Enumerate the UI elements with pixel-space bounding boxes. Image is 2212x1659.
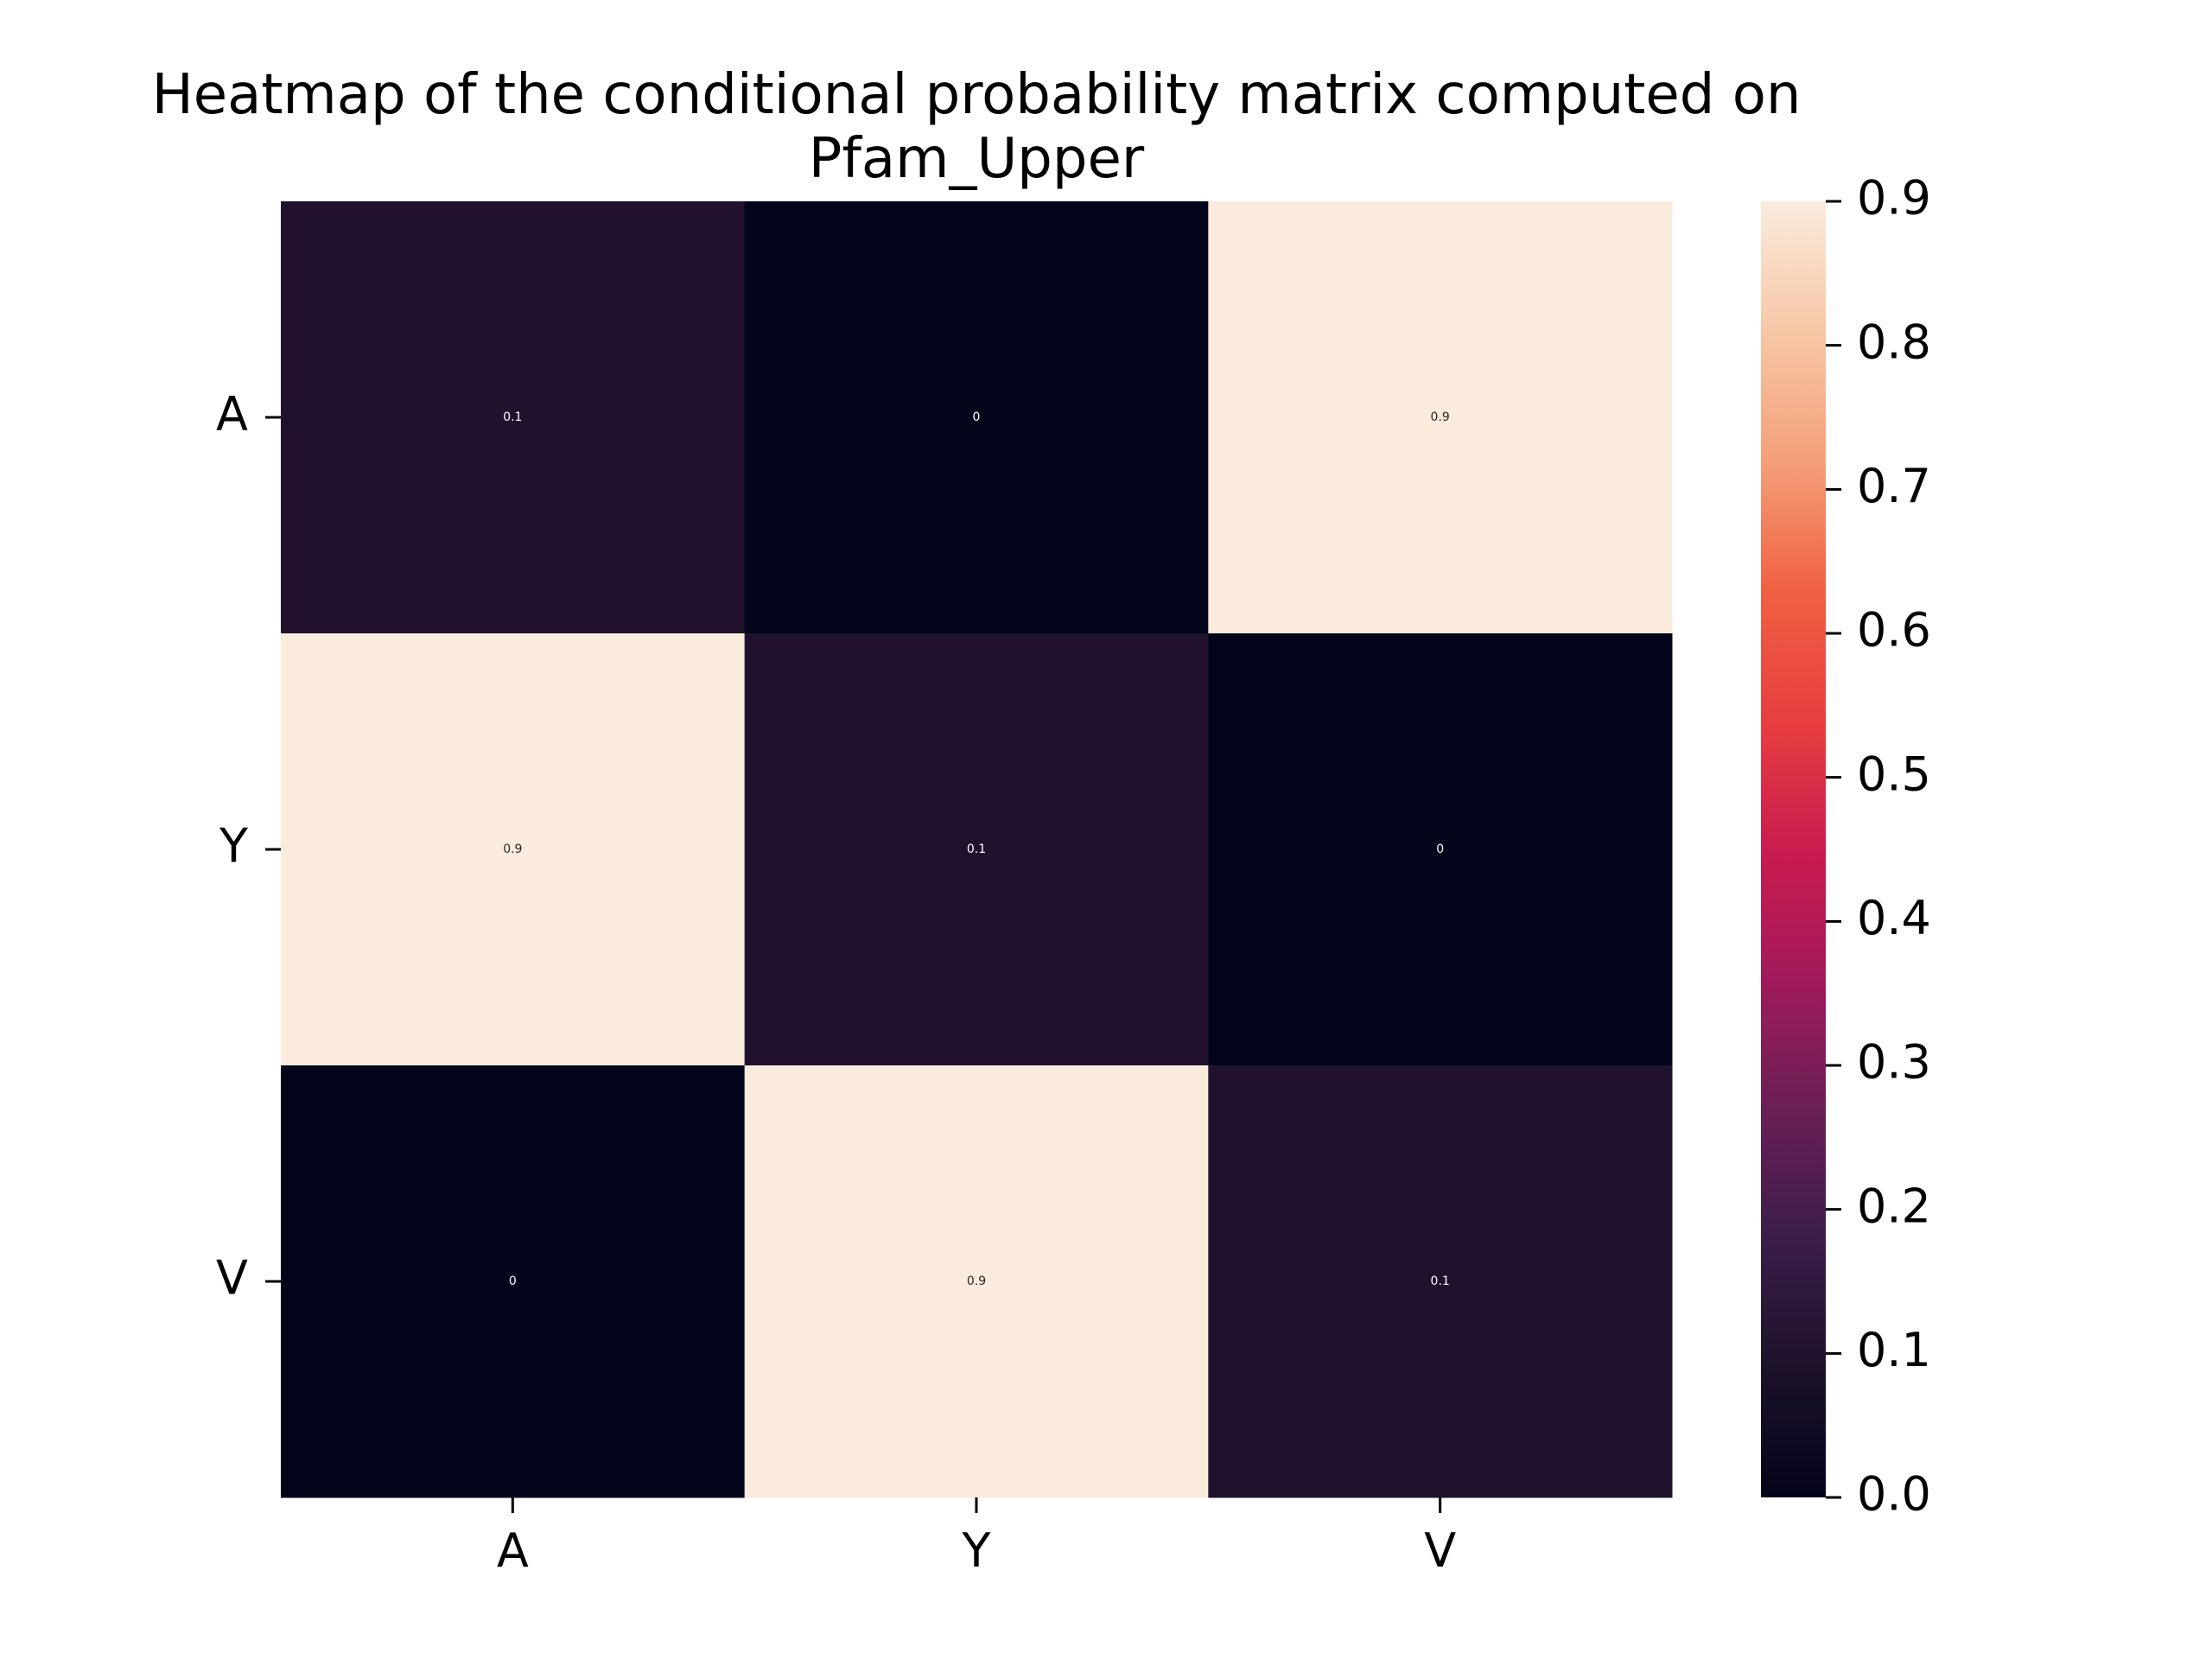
y-tick-label: A <box>216 387 248 442</box>
heatmap-cell <box>1208 1065 1673 1498</box>
heatmap-cell <box>744 633 1209 1066</box>
heatmap-cell <box>281 201 746 634</box>
cell-annotation: 0 <box>509 1274 517 1288</box>
chart-title-line-2: Pfam_Upper <box>808 127 1145 191</box>
x-tick-label: V <box>1424 1523 1456 1578</box>
heatmap-cell <box>744 1065 1209 1498</box>
x-tick-label: A <box>497 1523 529 1578</box>
chart-title-line-1: Heatmap of the conditional probability m… <box>151 63 1802 127</box>
y-tick-label: V <box>216 1251 248 1306</box>
heatmap-cell <box>1208 633 1673 1066</box>
colorbar-tick-label: 0.6 <box>1857 603 1931 658</box>
colorbar-tick-label: 0.8 <box>1857 315 1931 369</box>
colorbar-tick-label: 0.4 <box>1857 891 1931 945</box>
colorbar-tick-label: 0.0 <box>1857 1467 1931 1522</box>
heatmap-cell <box>1208 201 1673 634</box>
cell-annotation: 0.1 <box>503 410 522 424</box>
cell-annotation: 0.1 <box>967 842 986 856</box>
cell-annotation: 0.9 <box>1431 410 1450 424</box>
x-tick-label: Y <box>962 1523 992 1578</box>
heatmap-cell <box>281 1065 746 1498</box>
cell-annotation: 0.1 <box>1431 1274 1450 1288</box>
heatmap-cell <box>281 633 746 1066</box>
cell-annotation: 0.9 <box>503 842 522 856</box>
colorbar-tick-label: 0.5 <box>1857 747 1931 801</box>
colorbar-tick-label: 0.1 <box>1857 1323 1931 1377</box>
colorbar <box>1761 201 1826 1497</box>
cell-annotation: 0 <box>1436 842 1444 856</box>
cell-annotation: 0 <box>973 410 981 424</box>
heatmap-cell <box>744 201 1209 634</box>
y-tick-label: Y <box>219 819 249 874</box>
cell-annotation: 0.9 <box>967 1274 986 1288</box>
colorbar-tick-label: 0.2 <box>1857 1179 1931 1233</box>
colorbar-tick-label: 0.9 <box>1857 171 1931 226</box>
colorbar-tick-label: 0.3 <box>1857 1035 1931 1090</box>
colorbar-tick-label: 0.7 <box>1857 459 1931 513</box>
